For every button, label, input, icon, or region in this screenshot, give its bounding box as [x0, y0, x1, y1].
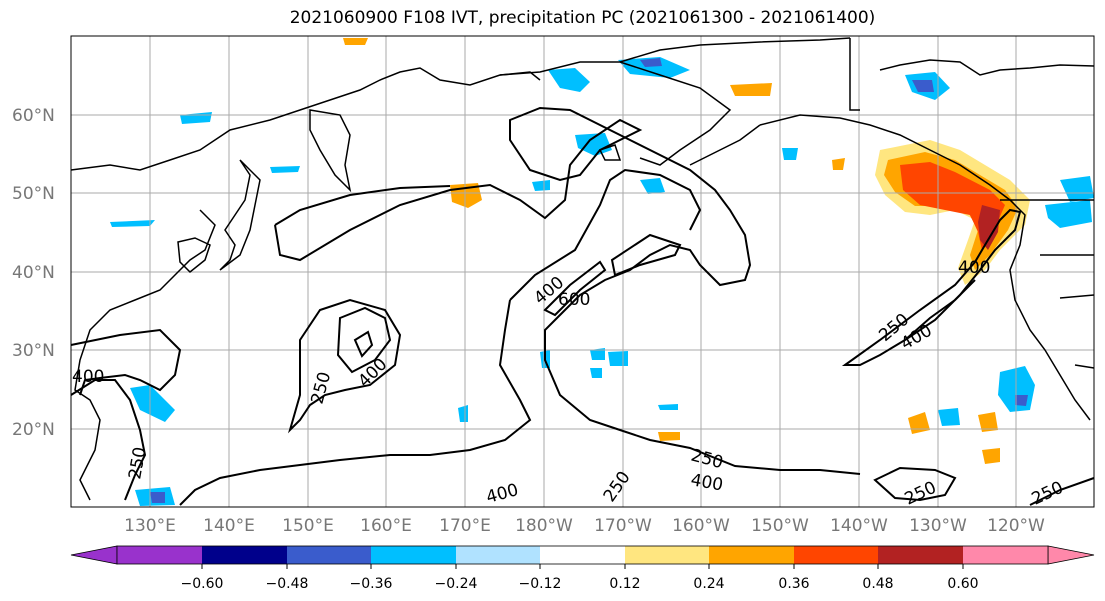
colorbar-cells — [117, 546, 1048, 564]
precip-blob — [110, 220, 155, 227]
colorbar-cell — [878, 546, 963, 564]
lon-label: 180°W — [515, 516, 573, 536]
colorbar-cell — [456, 546, 540, 564]
precip-blob — [982, 448, 1000, 464]
colorbar: −0.60 −0.48 −0.36 −0.24 −0.12 0.12 0.24 0.36 0.4… — [70, 545, 1095, 592]
contour-label: 400 — [72, 367, 104, 387]
lat-label: 40°N — [12, 263, 55, 283]
contour-line — [179, 299, 532, 506]
lon-label: 150°W — [751, 516, 809, 536]
colorbar-cell — [963, 546, 1048, 564]
precip-blob — [270, 166, 300, 173]
lat-label: 50°N — [12, 184, 55, 204]
graticule — [71, 36, 1094, 507]
colorbar-cell — [625, 546, 709, 564]
precip-blob — [590, 368, 602, 378]
precip-blob — [532, 180, 550, 191]
lon-label: 130°E — [124, 516, 176, 536]
lon-label: 140°W — [830, 516, 888, 536]
lon-label: 170°E — [439, 516, 491, 536]
contour-line — [543, 260, 607, 317]
precip-blob — [658, 432, 680, 441]
precip-blob — [343, 38, 368, 45]
colorbar-tick-label: 0.12 — [609, 576, 640, 592]
colorbar-cell — [202, 546, 287, 564]
precip-blob — [978, 205, 1000, 250]
longitude-labels: 130°E 140°E 150°E 160°E 170°E 180°W 170°… — [124, 516, 1045, 536]
precip-blob — [548, 68, 590, 92]
lon-label: 150°E — [282, 516, 334, 536]
contour-line — [274, 106, 861, 475]
colorbar-tick-label: −0.48 — [266, 576, 309, 592]
precip-blob — [618, 57, 690, 78]
precip-blob — [730, 83, 772, 96]
precip-blob — [1045, 200, 1092, 228]
colorbar-tick-label: 0.48 — [862, 576, 893, 592]
contour-line — [1029, 477, 1095, 506]
lat-label: 20°N — [12, 420, 55, 440]
contour-label: 600 — [558, 290, 590, 310]
precip-blob — [608, 351, 628, 366]
colorbar-extend-left — [70, 545, 118, 565]
precip-blob — [832, 158, 845, 170]
lat-label: 60°N — [12, 106, 55, 126]
lon-label: 160°W — [672, 516, 730, 536]
colorbar-ticks: −0.60 −0.48 −0.36 −0.24 −0.12 0.12 0.24 0.36 0.4… — [181, 564, 979, 592]
ivt-contours — [70, 106, 1095, 506]
precip-blob — [1015, 395, 1028, 406]
precip-blob — [658, 404, 678, 410]
colorbar-tick-label: −0.12 — [519, 576, 562, 592]
colorbar-cell — [540, 546, 625, 564]
precip-blob — [130, 385, 175, 422]
colorbar-tick-label: −0.36 — [350, 576, 393, 592]
precip-blob — [640, 58, 662, 67]
colorbar-tick-label: 0.60 — [947, 576, 978, 592]
contour-line — [274, 185, 451, 226]
map-frame — [70, 35, 1095, 508]
colorbar-tick-label: 0.36 — [778, 576, 809, 592]
contour-line — [70, 379, 147, 501]
contour-line — [841, 208, 1022, 366]
contour-line — [873, 466, 957, 502]
precip-blob — [978, 412, 998, 432]
lat-label: 30°N — [12, 341, 55, 361]
colorbar-outline — [116, 545, 1049, 565]
lon-label: 160°E — [360, 516, 412, 536]
contour-label: 400 — [958, 258, 990, 278]
colorbar-cell — [709, 546, 794, 564]
precip-blob — [575, 133, 612, 156]
contour-line — [904, 279, 976, 341]
precip-blob — [590, 348, 605, 360]
lon-label: 130°W — [909, 516, 967, 536]
precip-blob — [150, 492, 165, 503]
contour-line — [509, 168, 702, 301]
contour-line — [70, 328, 182, 396]
contour-line — [610, 233, 682, 277]
lon-label: 120°W — [987, 516, 1045, 536]
lon-label: 170°W — [594, 516, 652, 536]
latitude-labels: 60°N 50°N 40°N 30°N 20°N — [12, 106, 55, 440]
contour-line — [287, 298, 402, 434]
colorbar-tick-label: −0.60 — [181, 576, 224, 592]
map-title: 2021060900 F108 IVT, precipitation PC (2… — [289, 8, 876, 28]
colorbar-cell — [117, 546, 202, 564]
precip-blob — [640, 178, 665, 194]
precip-blob — [938, 408, 960, 426]
colorbar-tick-label: −0.24 — [435, 576, 478, 592]
lon-label: 140°E — [203, 516, 255, 536]
contour-line — [336, 306, 392, 374]
colorbar-cell — [371, 546, 456, 564]
contour-line — [353, 330, 374, 358]
precip-blob — [1060, 176, 1094, 202]
colorbar-cell — [287, 546, 371, 564]
coastlines — [70, 37, 1095, 501]
precip-blob — [912, 80, 934, 92]
colorbar-tick-label: 0.24 — [693, 576, 724, 592]
precip-blob — [782, 148, 798, 160]
colorbar-cell — [794, 546, 878, 564]
colorbar-extend-right — [1047, 545, 1095, 565]
